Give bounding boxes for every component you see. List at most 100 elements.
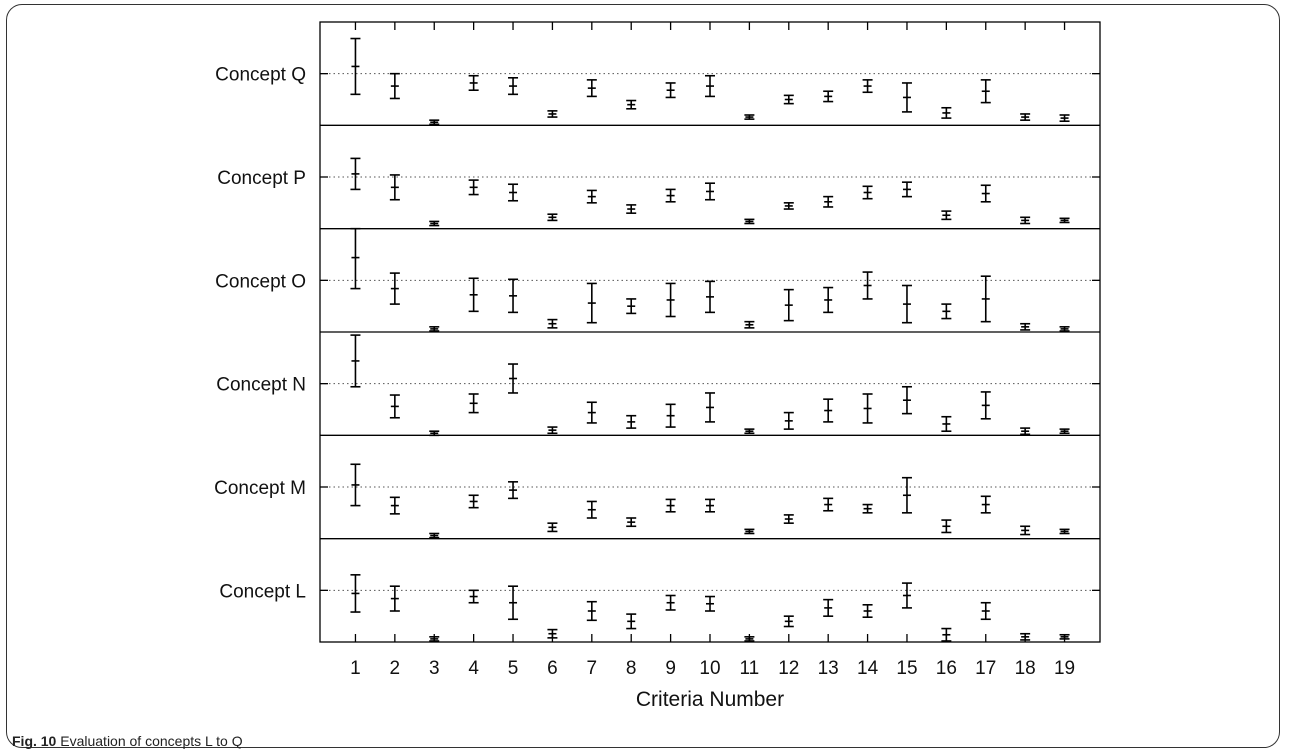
error-bar-concept-q-4 [468, 74, 479, 91]
error-bar-concept-q-12 [783, 94, 794, 105]
error-bar-concept-m-16 [941, 519, 952, 534]
error-bar-concept-l-7 [586, 600, 597, 622]
error-bar-concept-o-16 [941, 303, 952, 320]
error-bar-concept-p-1 [350, 157, 361, 191]
error-bar-concept-n-11 [744, 428, 755, 435]
x-tick-label-10: 10 [699, 658, 720, 679]
error-bar-concept-p-15 [901, 181, 912, 198]
x-tick-label-2: 2 [390, 658, 401, 679]
error-bar-concept-o-18 [1020, 322, 1031, 331]
error-bar-concept-n-19 [1059, 428, 1070, 435]
error-bar-concept-q-10 [705, 74, 715, 98]
x-tick-label-16: 16 [936, 658, 957, 679]
row-label-concept-o: Concept O [215, 271, 306, 292]
x-tick-label-1: 1 [350, 658, 361, 679]
row-label-concept-q: Concept Q [215, 65, 306, 86]
x-tick-label-9: 9 [665, 658, 676, 679]
error-bar-concept-m-9 [665, 498, 676, 513]
error-bar-concept-p-17 [980, 184, 991, 203]
figure-frame [6, 4, 1280, 748]
error-bar-concept-m-18 [1020, 525, 1031, 536]
error-bar-concept-n-5 [508, 363, 519, 394]
error-bar-concept-m-7 [586, 500, 597, 519]
x-axis-label: Criteria Number [636, 688, 784, 711]
error-bar-concept-o-12 [783, 288, 794, 322]
row-label-concept-l: Concept L [219, 581, 306, 602]
row-label-concept-p: Concept P [217, 168, 306, 189]
error-bar-concept-p-14 [862, 185, 873, 200]
error-bar-concept-n-16 [941, 415, 952, 433]
error-bar-concept-m-5 [508, 481, 519, 500]
error-bar-concept-m-8 [626, 517, 637, 528]
error-bar-concept-p-3 [429, 220, 440, 227]
error-bar-concept-n-8 [626, 414, 637, 429]
error-bar-concept-l-4 [468, 589, 479, 604]
error-bar-concept-m-1 [350, 463, 361, 507]
error-bar-concept-q-11 [744, 114, 755, 120]
error-bar-concept-q-16 [941, 106, 952, 119]
error-bar-concept-m-17 [980, 495, 991, 514]
error-bar-concept-l-5 [508, 585, 519, 621]
x-tick-label-14: 14 [857, 658, 879, 679]
error-bar-concept-q-13 [823, 90, 834, 103]
error-bar-concept-p-19 [1059, 217, 1070, 224]
error-bar-concept-q-9 [665, 82, 676, 99]
error-bar-concept-p-11 [744, 218, 755, 225]
error-bar-concept-n-13 [823, 398, 834, 423]
error-bar-concept-p-10 [705, 182, 715, 201]
error-bar-concept-p-5 [508, 183, 519, 202]
error-bar-concept-q-18 [1020, 113, 1031, 121]
row-label-concept-n: Concept N [216, 375, 306, 396]
error-bar-concept-l-15 [901, 582, 912, 609]
error-bar-concept-p-16 [941, 210, 952, 221]
error-bar-concept-o-1 [350, 227, 361, 290]
x-tick-label-7: 7 [587, 658, 598, 679]
error-bar-concept-q-7 [586, 79, 597, 98]
x-tick-label-4: 4 [468, 658, 479, 679]
error-bar-concept-o-15 [901, 284, 912, 324]
caption-text: Evaluation of concepts L to Q [60, 733, 243, 749]
error-bar-concept-o-17 [980, 275, 991, 323]
error-bar-concept-o-2 [389, 272, 400, 305]
error-bar-concept-q-6 [547, 110, 558, 118]
error-bar-concept-o-10 [705, 280, 715, 314]
error-bar-concept-q-1 [350, 37, 361, 96]
error-bar-concept-m-11 [744, 528, 755, 535]
error-bar-concept-n-14 [862, 393, 873, 424]
error-bar-concept-m-12 [783, 514, 794, 524]
x-tick-label-11: 11 [740, 658, 760, 679]
x-tick-label-5: 5 [508, 658, 519, 679]
error-bar-concept-p-4 [468, 179, 479, 196]
error-bar-concept-l-9 [665, 594, 676, 611]
error-bar-concept-l-1 [350, 574, 361, 613]
error-bar-concept-p-6 [547, 213, 558, 222]
error-bar-concept-l-8 [626, 613, 637, 630]
error-bar-concept-p-18 [1020, 216, 1031, 225]
error-bar-concept-q-19 [1059, 114, 1070, 122]
error-bar-concept-m-19 [1059, 528, 1070, 535]
error-bar-concept-m-14 [862, 503, 873, 514]
error-bar-chart: Concept Q Concept P Concept O Concept N Conc… [214, 21, 1101, 711]
error-bar-concept-p-8 [626, 204, 637, 214]
error-bar-concept-o-8 [626, 298, 637, 315]
x-tick-label-18: 18 [1015, 658, 1036, 679]
error-bar-concept-q-8 [626, 99, 637, 110]
caption-label: Fig. 10 [12, 733, 57, 749]
x-tick-label-3: 3 [429, 658, 440, 679]
x-tick-label-15: 15 [896, 658, 917, 679]
error-bar-concept-l-10 [705, 595, 715, 612]
error-bar-concept-n-1 [350, 334, 361, 388]
error-bar-concept-m-10 [705, 498, 715, 513]
error-bar-concept-m-6 [547, 522, 558, 533]
error-bar-concept-o-13 [823, 286, 834, 314]
error-bar-concept-n-17 [980, 391, 991, 420]
error-bar-concept-m-15 [901, 476, 912, 514]
error-bar-concept-o-7 [586, 282, 597, 324]
error-bar-concept-q-3 [429, 119, 440, 126]
error-bar-concept-o-5 [508, 278, 519, 314]
error-bar-concept-n-2 [389, 394, 400, 419]
error-bar-concept-q-14 [862, 79, 873, 94]
error-bar-concept-p-12 [783, 202, 794, 210]
error-bar-concept-n-18 [1020, 427, 1031, 436]
error-bar-concept-q-5 [508, 77, 519, 96]
